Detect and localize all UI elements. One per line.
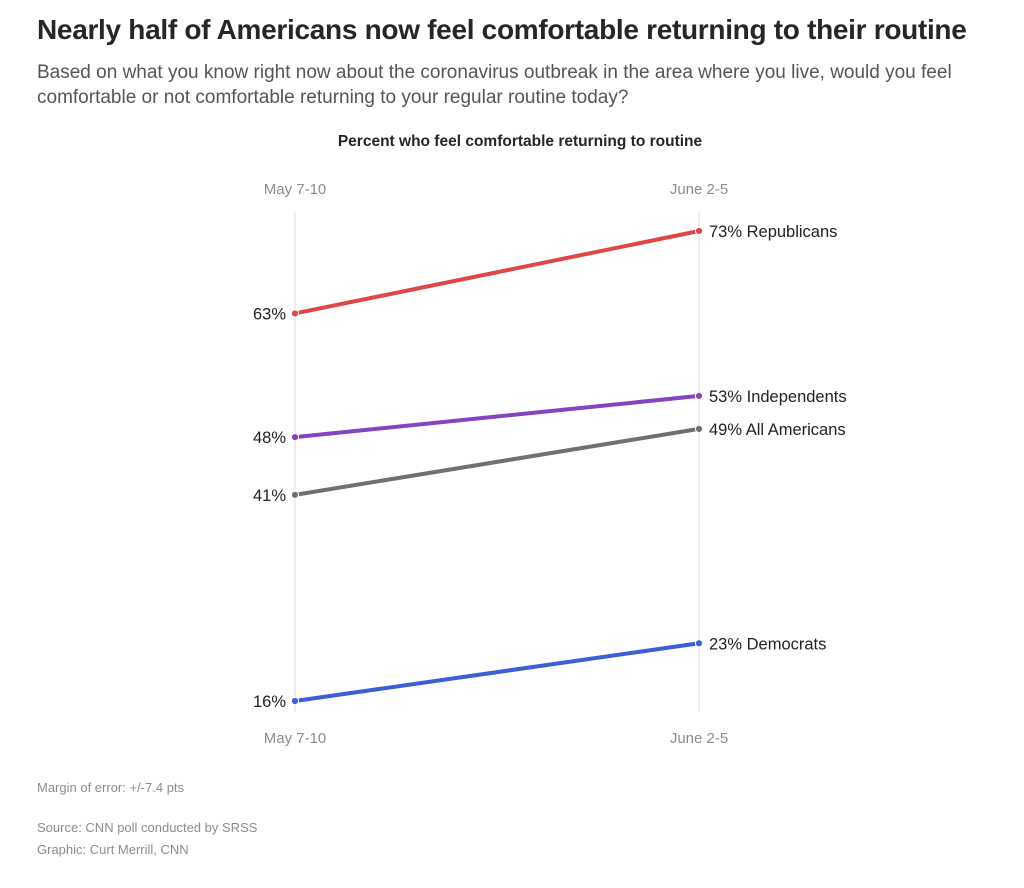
data-label-republicans-start: 63% bbox=[253, 305, 286, 323]
data-point-all-americans-start bbox=[290, 490, 300, 499]
data-point-independents-end bbox=[694, 391, 704, 401]
data-label-republicans-end: 73% Republicans bbox=[709, 223, 837, 241]
headline: Nearly half of Americans now feel comfor… bbox=[37, 14, 967, 45]
x-axis-label-top: May 7-10 bbox=[264, 181, 327, 198]
margin-of-error-note: Margin of error: +/-7.4 pts bbox=[37, 780, 185, 795]
series-line-republicans bbox=[293, 229, 701, 316]
series-line-democrats bbox=[293, 641, 701, 703]
data-label-independents-start: 48% bbox=[253, 429, 286, 447]
series-line-all-americans bbox=[293, 426, 701, 497]
source-note: Source: CNN poll conducted by SRSS bbox=[37, 820, 258, 835]
data-label-independents-end: 53% Independents bbox=[709, 388, 847, 406]
data-label-all-americans-end: 49% All Americans bbox=[709, 421, 846, 439]
data-point-independents-start bbox=[290, 433, 300, 442]
data-point-democrats-start bbox=[290, 696, 300, 706]
graphic-credit: Graphic: Curt Merrill, CNN bbox=[37, 842, 189, 857]
data-point-all-americans-end bbox=[694, 424, 704, 433]
data-point-republicans-end bbox=[694, 226, 704, 236]
chart-title: Percent who feel comfortable returning t… bbox=[337, 133, 703, 150]
data-label-democrats-start: 16% bbox=[253, 693, 286, 711]
data-label-all-americans-start: 41% bbox=[253, 487, 286, 505]
data-point-democrats-end bbox=[694, 639, 704, 648]
x-axis-label-bottom: May 7-10 bbox=[264, 730, 327, 747]
x-axis-label-bottom: June 2-5 bbox=[670, 730, 728, 747]
data-point-republicans-start bbox=[290, 309, 300, 318]
data-label-democrats-end: 23% Democrats bbox=[709, 635, 826, 653]
x-axis-label-top: June 2-5 bbox=[670, 181, 728, 198]
series-line-independents bbox=[293, 393, 701, 440]
subheadline: Based on what you know right now about t… bbox=[37, 62, 952, 108]
